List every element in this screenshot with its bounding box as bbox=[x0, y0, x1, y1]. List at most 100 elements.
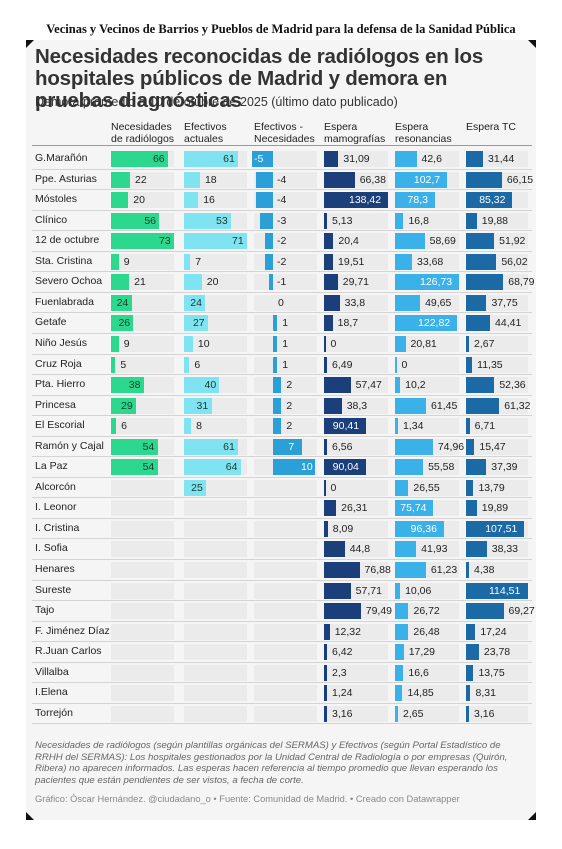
diff-value: 1 bbox=[282, 358, 289, 371]
value-bar bbox=[395, 192, 435, 209]
row-divider bbox=[32, 620, 532, 622]
value-bar bbox=[466, 253, 497, 270]
cell-value: 26 bbox=[118, 317, 131, 330]
cell-background bbox=[184, 685, 247, 702]
value-bar bbox=[395, 603, 409, 620]
cell-value: 96,36 bbox=[410, 522, 437, 535]
value-bar bbox=[324, 418, 366, 435]
value-bar bbox=[466, 500, 477, 517]
row-label: Pta. Hierro bbox=[35, 378, 86, 391]
value-bar bbox=[184, 335, 193, 352]
cell-value: 85,32 bbox=[479, 194, 506, 207]
cell-background bbox=[395, 705, 459, 722]
value-bar bbox=[395, 377, 401, 394]
cell-background bbox=[111, 356, 174, 373]
diff-bar bbox=[273, 418, 282, 435]
cell-value: 23,78 bbox=[483, 646, 511, 659]
cell-value: 74,96 bbox=[437, 440, 465, 453]
diff-bar bbox=[273, 459, 315, 476]
cell-value: 0 bbox=[330, 337, 337, 350]
value-bar bbox=[324, 151, 339, 167]
cell-value: 19,51 bbox=[338, 255, 365, 268]
row-divider bbox=[32, 271, 532, 273]
cell-background bbox=[466, 356, 528, 373]
cell-background bbox=[395, 377, 459, 394]
cell-value: 57,47 bbox=[355, 379, 382, 392]
row-divider bbox=[32, 394, 532, 396]
cell-background bbox=[184, 603, 247, 620]
cell-value: 24 bbox=[190, 296, 202, 309]
value-bar bbox=[466, 644, 479, 661]
cell-background bbox=[111, 582, 174, 599]
row-label: Fuenlabrada bbox=[35, 295, 94, 308]
value-bar bbox=[184, 212, 232, 229]
cell-background bbox=[184, 500, 247, 517]
cell-value: 8,31 bbox=[475, 687, 496, 700]
row-label: G.Marañón bbox=[35, 152, 88, 164]
cell-background bbox=[184, 664, 247, 681]
value-bar bbox=[395, 294, 421, 311]
diff-bar bbox=[273, 377, 282, 394]
cell-background bbox=[324, 705, 388, 722]
value-bar bbox=[184, 294, 206, 311]
cell-value: 61,45 bbox=[431, 399, 458, 412]
cell-value: 3,16 bbox=[332, 707, 353, 720]
cell-value: 26,55 bbox=[413, 481, 440, 494]
cell-background bbox=[395, 335, 459, 352]
cell-value: 102,7 bbox=[413, 173, 441, 186]
diff-bar bbox=[273, 335, 278, 352]
value-bar bbox=[111, 335, 119, 352]
footer-note: Necesidades de radiólogos (según plantil… bbox=[35, 740, 508, 786]
value-bar bbox=[466, 356, 473, 373]
cell-value: 66 bbox=[152, 153, 165, 165]
value-bar bbox=[184, 479, 207, 496]
diff-bar bbox=[268, 274, 273, 291]
cell-value: 64 bbox=[225, 461, 238, 474]
cell-value: 18 bbox=[204, 173, 217, 186]
value-bar bbox=[466, 582, 528, 599]
row-divider bbox=[32, 312, 532, 314]
cell-background bbox=[111, 479, 174, 496]
cell-background bbox=[111, 705, 174, 722]
cell-background bbox=[111, 644, 174, 661]
value-bar bbox=[184, 377, 220, 394]
cell-background bbox=[184, 520, 247, 537]
cell-value: 31 bbox=[196, 399, 209, 412]
value-bar bbox=[324, 233, 334, 250]
diff-value: -3 bbox=[277, 214, 287, 227]
cell-background bbox=[466, 212, 528, 229]
value-bar bbox=[184, 192, 199, 209]
cell-background bbox=[324, 212, 388, 229]
cell-value: 54 bbox=[142, 461, 155, 474]
row-divider bbox=[32, 579, 532, 581]
value-bar bbox=[111, 192, 129, 209]
value-bar bbox=[395, 315, 458, 332]
cell-value: 14,85 bbox=[407, 687, 434, 700]
cell-background bbox=[395, 644, 459, 661]
cell-value: 29,71 bbox=[342, 276, 370, 289]
cell-value: 51,92 bbox=[499, 235, 526, 248]
cell-value: 22 bbox=[134, 173, 147, 186]
cell-value: 56,02 bbox=[501, 255, 528, 268]
cell-background bbox=[254, 315, 317, 332]
cell-value: 90,04 bbox=[332, 461, 359, 474]
cell-background bbox=[111, 562, 174, 578]
cell-background bbox=[254, 705, 317, 722]
value-bar bbox=[324, 603, 361, 620]
cell-value: 8,09 bbox=[332, 522, 354, 535]
row-label: I. Sofia bbox=[35, 542, 68, 555]
cell-background bbox=[254, 623, 317, 640]
cell-value: 26,31 bbox=[341, 502, 368, 515]
cell-value: 57,71 bbox=[355, 584, 382, 597]
cell-value: 5,13 bbox=[332, 214, 353, 227]
cell-background bbox=[466, 685, 528, 702]
cell-value: 54 bbox=[142, 440, 155, 453]
value-bar bbox=[466, 274, 504, 291]
diff-bar bbox=[273, 315, 278, 332]
cell-value: 26,72 bbox=[413, 605, 440, 618]
cell-background bbox=[466, 664, 528, 681]
cell-background bbox=[395, 664, 459, 681]
value-bar bbox=[184, 151, 239, 167]
row-label: Sureste bbox=[35, 583, 72, 596]
cell-background bbox=[184, 335, 247, 352]
